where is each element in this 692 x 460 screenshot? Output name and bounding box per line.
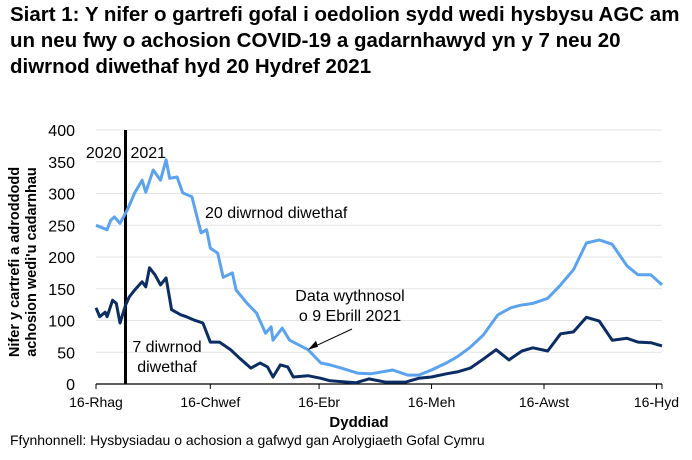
y-tick-label: 0 — [66, 377, 75, 394]
chart-title: Siart 1: Y nifer o gartrefi gofal i oedo… — [10, 3, 680, 78]
annotation-text: o 9 Ebrill 2021 — [299, 308, 401, 325]
arrowhead-icon — [308, 340, 319, 350]
y-tick-label: 400 — [48, 123, 75, 140]
y-tick-label: 200 — [48, 250, 75, 267]
x-axis-label: Dyddiad — [329, 414, 388, 431]
annotation-arrow — [313, 328, 353, 348]
y-tick-label: 150 — [48, 282, 75, 299]
series-label-7-day: diwethaf — [137, 359, 197, 376]
y-axis-label: Nifer y cartrefi a adroddodd — [7, 167, 23, 357]
x-tick-label: 16-Chwef — [180, 394, 240, 410]
y-tick-label: 350 — [48, 155, 75, 172]
y-tick-label: 50 — [57, 345, 75, 362]
year-label-right: 2021 — [130, 145, 166, 162]
x-tick-label: 16-Rhag — [69, 394, 123, 410]
y-tick-label: 300 — [48, 187, 75, 204]
series-label-20-day: 20 diwrnod diwethaf — [205, 205, 348, 222]
year-label-left: 2020 — [86, 145, 122, 162]
y-axis-label: achosion wedi'u cadarnhau — [24, 167, 40, 357]
x-tick-label: 16-Awst — [519, 394, 569, 410]
x-tick-label: 16-Meh — [408, 394, 455, 410]
source-note: Ffynhonnell: Hysbysiadau o achosion a ga… — [10, 432, 485, 448]
annotation-text: Data wythnosol — [295, 288, 404, 305]
series-line-20-day — [95, 158, 664, 377]
series-line-7-day — [94, 266, 663, 385]
y-tick-label: 250 — [48, 218, 75, 235]
x-tick-label: 16-Hyd — [634, 394, 679, 410]
series-label-7-day: 7 diwrnod — [132, 339, 201, 356]
x-tick-label: 16-Ebr — [298, 394, 340, 410]
y-tick-label: 100 — [48, 314, 75, 331]
